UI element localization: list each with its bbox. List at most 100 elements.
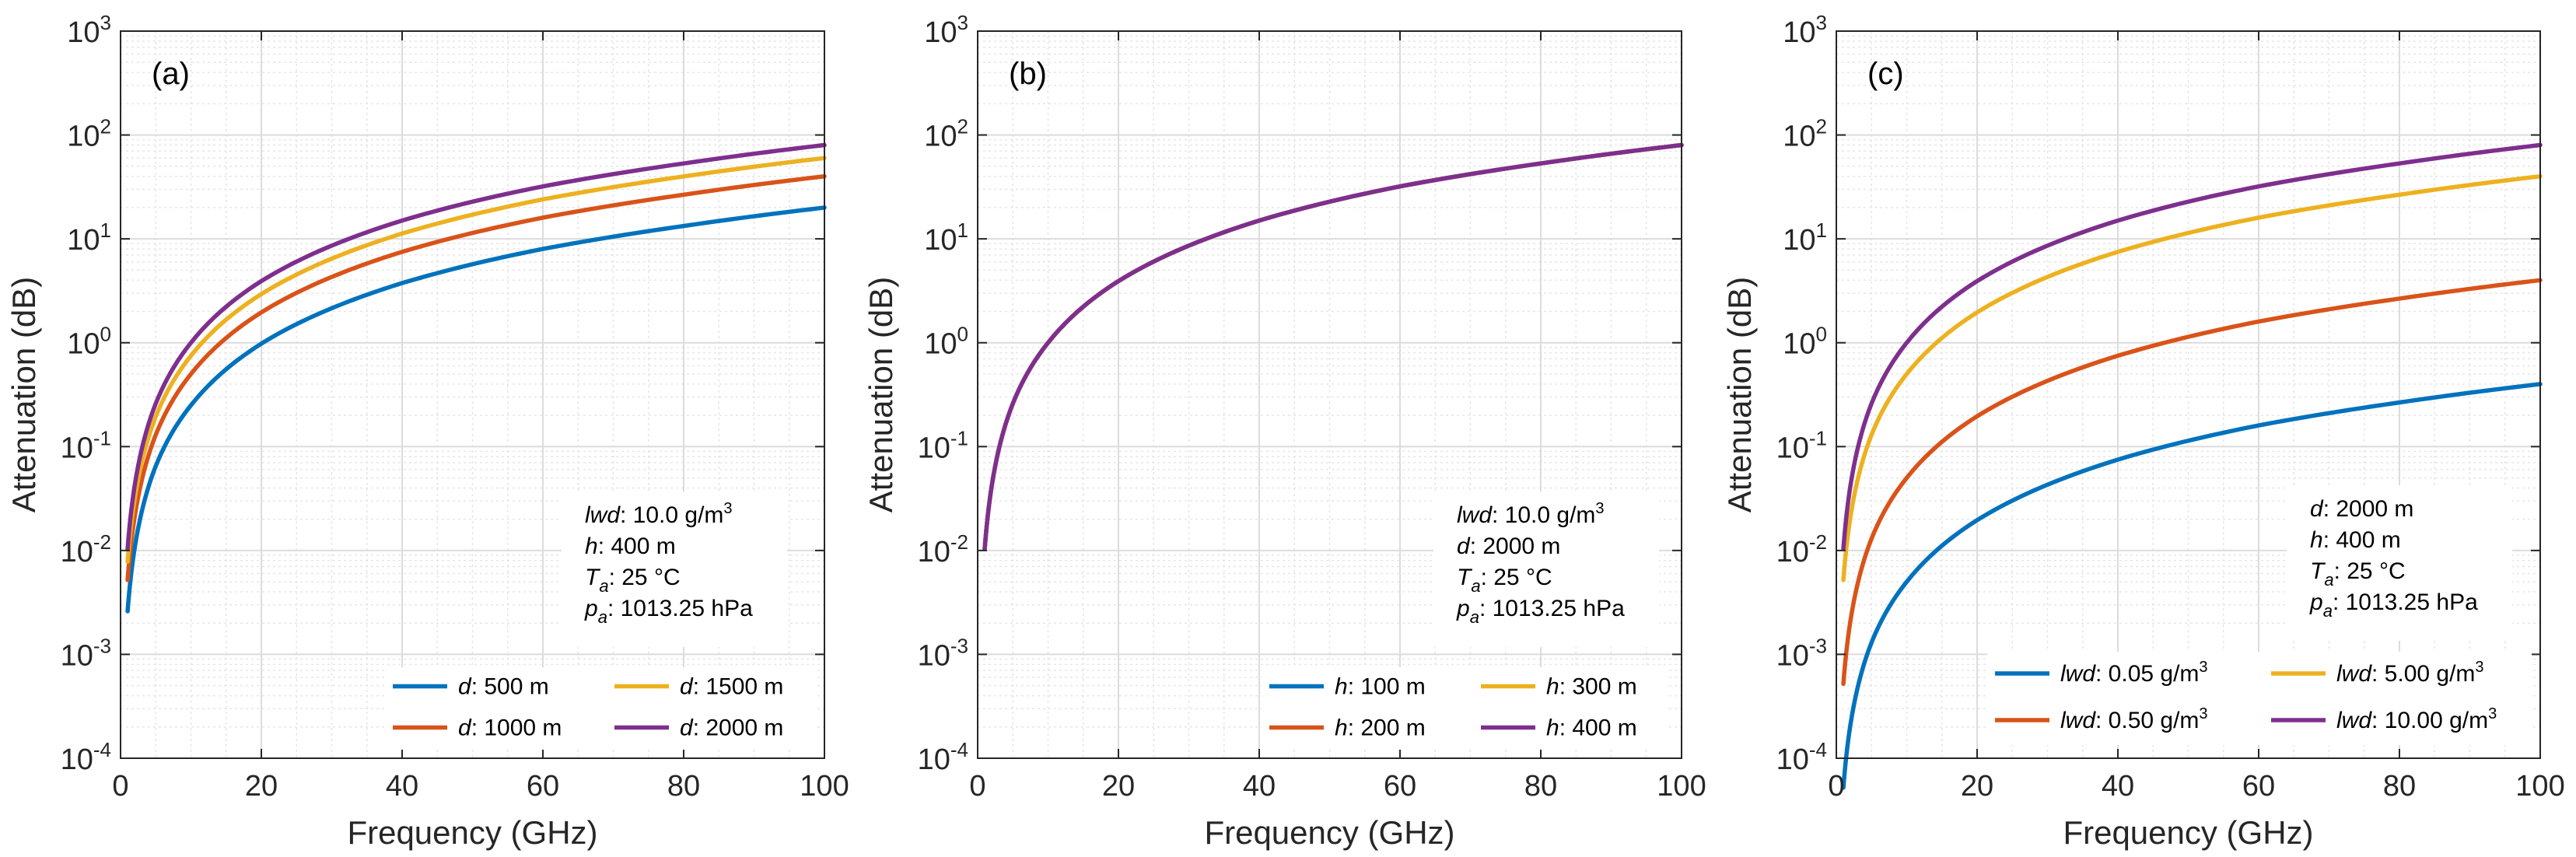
y-tick-label: 102	[67, 115, 111, 153]
y-tick-label: 10-4	[918, 738, 968, 776]
panel-label: (a)	[152, 57, 190, 91]
y-tick-label: 10-1	[61, 426, 111, 464]
y-tick-label: 100	[924, 323, 968, 361]
y-tick-label: 102	[924, 115, 968, 153]
legend-entry-1: h: 200 m	[1335, 715, 1426, 741]
series-line-2	[1841, 173, 2543, 582]
annotation-line: lwd: 10.0 g/m3	[585, 500, 733, 528]
legend-box	[385, 667, 814, 750]
annotation-line: d: 2000 m	[1457, 533, 1560, 559]
legend-entry-3: lwd: 10.00 g/m3	[2336, 705, 2497, 733]
y-tick-label: 10-2	[1776, 530, 1827, 568]
legend-box	[1262, 667, 1666, 750]
axes-frame	[120, 30, 825, 759]
x-tick-label: 80	[1524, 770, 1557, 803]
series-line-0	[1841, 382, 2543, 790]
y-tick-label: 10-3	[918, 634, 968, 672]
y-tick-label: 10-4	[1776, 738, 1827, 776]
y-tick-label: 10-1	[1776, 426, 1827, 464]
x-axis-label: Frequency (GHz)	[1204, 814, 1454, 851]
y-tick-label: 102	[1783, 115, 1827, 153]
x-tick-label: 20	[245, 770, 278, 803]
legend-entry-2: lwd: 5.00 g/m3	[2336, 659, 2484, 687]
series-line-2	[125, 156, 827, 565]
legend-entry-1: d: 1000 m	[458, 715, 562, 741]
legend-box	[1987, 652, 2532, 745]
y-tick-label: 10-2	[61, 530, 111, 568]
legend-entry-3: d: 2000 m	[680, 715, 783, 741]
panel-label: (b)	[1009, 57, 1047, 91]
x-tick-label: 60	[527, 770, 559, 803]
annotation-line: Ta: 25 °C	[585, 565, 681, 596]
x-axis-label: Frequency (GHz)	[2063, 814, 2313, 851]
x-tick-label: 0	[969, 770, 985, 803]
x-tick-label: 0	[1828, 770, 1844, 803]
x-tick-label: 20	[1102, 770, 1135, 803]
legend: h: 100 m h: 200 m h: 300 m h: 400 m	[1262, 667, 1666, 750]
annotation-box	[562, 491, 787, 647]
series-line-1	[125, 173, 827, 582]
y-tick-label: 103	[1783, 11, 1827, 49]
chart-panel-c: 0 20 40 60 80 100 10-4 10-3 10-2 10-1 100 101 102 103…	[1721, 11, 2565, 851]
legend-entry-1: lwd: 0.50 g/m3	[2060, 705, 2208, 733]
annotation-line: d: 2000 m	[2310, 496, 2413, 522]
y-tick-label: 10-3	[1776, 634, 1827, 672]
legend-entry-3: h: 400 m	[1546, 715, 1637, 741]
series-line-0	[125, 205, 827, 614]
annotation-line: pa: 1013.25 hPa	[2309, 589, 2478, 621]
y-tick-label: 101	[67, 219, 111, 257]
y-axis-label: Attenuation (dB)	[1721, 277, 1758, 513]
series-line-3	[125, 142, 827, 551]
chart-panel-a: 0 20 40 60 80 100 10-4 10-3 10-2 10-1 100 101 102 103…	[5, 11, 849, 851]
y-tick-label: 101	[924, 219, 968, 257]
y-axis-label: Attenuation (dB)	[863, 277, 899, 513]
series-line-3	[1841, 142, 2543, 551]
x-tick-label: 100	[1657, 770, 1706, 803]
y-tick-label: 103	[67, 11, 111, 49]
axes-frame	[1836, 30, 2541, 759]
legend-entry-2: d: 1500 m	[680, 674, 783, 700]
y-tick-label: 10-1	[918, 426, 968, 464]
y-tick-label: 10-4	[61, 738, 111, 776]
legend: lwd: 0.05 g/m3 lwd: 0.50 g/m3 lwd: 5.00 g/…	[1987, 652, 2532, 745]
y-axis-label: Attenuation (dB)	[5, 277, 42, 513]
x-axis-label: Frequency (GHz)	[347, 814, 597, 851]
panel-label: (c)	[1867, 57, 1904, 91]
x-tick-label: 40	[1243, 770, 1276, 803]
legend-entry-0: d: 500 m	[458, 674, 549, 700]
x-tick-label: 60	[1384, 770, 1416, 803]
legend-entry-2: h: 300 m	[1546, 674, 1637, 700]
annotation-line: pa: 1013.25 hPa	[1456, 596, 1625, 627]
y-tick-label: 101	[1783, 219, 1827, 257]
annotation-line: h: 400 m	[585, 533, 676, 559]
x-tick-label: 100	[2515, 770, 2564, 803]
annotation-line: h: 400 m	[2310, 527, 2401, 553]
y-tick-label: 10-2	[918, 530, 968, 568]
series-line-1	[1841, 278, 2543, 687]
x-tick-label: 40	[386, 770, 418, 803]
x-tick-label: 20	[1961, 770, 1993, 803]
legend: d: 500 m d: 1000 m d: 1500 m d: 2000 m	[385, 667, 814, 750]
x-tick-label: 80	[667, 770, 700, 803]
legend-entry-0: lwd: 0.05 g/m3	[2060, 659, 2208, 687]
x-tick-label: 60	[2242, 770, 2275, 803]
y-tick-label: 103	[924, 11, 968, 49]
annotation-line: Ta: 25 °C	[1457, 565, 1552, 596]
y-tick-label: 100	[1783, 323, 1827, 361]
y-tick-label: 100	[67, 323, 111, 361]
annotation-line: Ta: 25 °C	[2310, 558, 2406, 589]
series-line-3	[982, 142, 1684, 551]
annotation-line: lwd: 10.0 g/m3	[1457, 500, 1605, 528]
annotation-line: pa: 1013.25 hPa	[584, 596, 753, 627]
legend-entry-0: h: 100 m	[1335, 674, 1426, 700]
x-tick-label: 0	[112, 770, 128, 803]
axes-frame	[977, 30, 1682, 759]
x-tick-label: 80	[2383, 770, 2416, 803]
annotation-box	[1433, 491, 1659, 647]
x-tick-label: 40	[2102, 770, 2134, 803]
y-tick-label: 10-3	[61, 634, 111, 672]
annotation-box	[2287, 485, 2512, 641]
chart-panel-b: 0 20 40 60 80 100 10-4 10-3 10-2 10-1 100 101 102 103…	[863, 11, 1706, 851]
x-tick-label: 100	[800, 770, 849, 803]
